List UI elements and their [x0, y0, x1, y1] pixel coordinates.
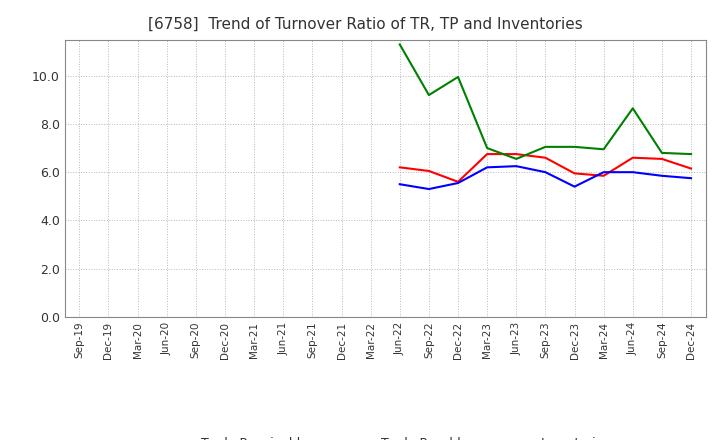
- Inventories: [454, 74, 462, 80]
- Trade Receivables: [541, 155, 550, 160]
- Inventories: [570, 144, 579, 150]
- Inventories: [512, 156, 521, 161]
- Inventories: [629, 106, 637, 111]
- Trade Receivables: [395, 165, 404, 170]
- Trade Payables: [657, 173, 666, 179]
- Inventories: [395, 42, 404, 47]
- Trade Payables: [512, 164, 521, 169]
- Trade Receivables: [687, 166, 696, 171]
- Inventories: [687, 151, 696, 157]
- Trade Receivables: [512, 151, 521, 157]
- Trade Payables: [395, 182, 404, 187]
- Trade Receivables: [483, 151, 492, 157]
- Line: Trade Payables: Trade Payables: [400, 166, 691, 189]
- Trade Receivables: [570, 171, 579, 176]
- Text: [6758]  Trend of Turnover Ratio of TR, TP and Inventories: [6758] Trend of Turnover Ratio of TR, TP…: [148, 16, 583, 32]
- Trade Payables: [425, 187, 433, 192]
- Trade Payables: [599, 169, 608, 175]
- Trade Receivables: [629, 155, 637, 160]
- Trade Receivables: [454, 179, 462, 184]
- Legend: Trade Receivables, Trade Payables, Inventories: Trade Receivables, Trade Payables, Inven…: [155, 432, 616, 440]
- Inventories: [541, 144, 550, 150]
- Inventories: [599, 147, 608, 152]
- Trade Payables: [570, 184, 579, 189]
- Trade Receivables: [599, 173, 608, 179]
- Trade Payables: [687, 176, 696, 181]
- Inventories: [657, 150, 666, 155]
- Line: Trade Receivables: Trade Receivables: [400, 154, 691, 182]
- Trade Payables: [454, 180, 462, 186]
- Line: Inventories: Inventories: [400, 44, 691, 159]
- Inventories: [425, 92, 433, 98]
- Trade Receivables: [657, 156, 666, 161]
- Inventories: [483, 146, 492, 151]
- Trade Payables: [541, 169, 550, 175]
- Trade Receivables: [425, 169, 433, 174]
- Trade Payables: [629, 169, 637, 175]
- Trade Payables: [483, 165, 492, 170]
